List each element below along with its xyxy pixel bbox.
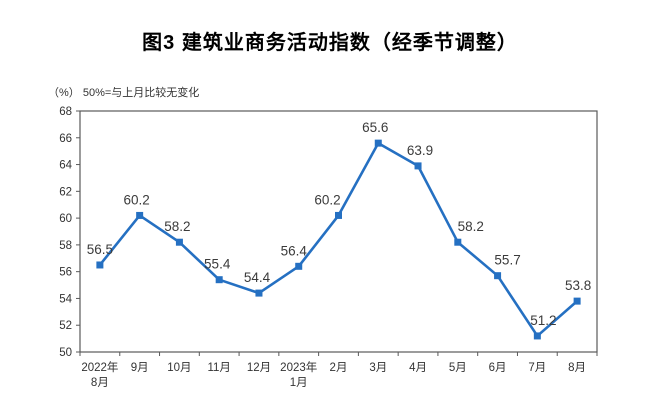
y-axis-label: 56 xyxy=(59,267,72,279)
y-axis-label: 68 xyxy=(59,106,72,118)
data-point-label: 53.8 xyxy=(565,278,591,293)
data-point-label: 54.4 xyxy=(244,270,271,285)
x-axis-label: 3月 xyxy=(369,362,387,374)
data-point-marker xyxy=(414,162,422,170)
x-axis-label: 10月 xyxy=(167,362,191,374)
x-axis-label: 1月 xyxy=(290,377,308,389)
data-point-marker xyxy=(255,289,263,297)
y-axis-label: 62 xyxy=(59,186,72,198)
x-axis-label: 2月 xyxy=(330,362,348,374)
data-point-label: 60.2 xyxy=(124,192,150,207)
plot-frame xyxy=(79,110,598,353)
data-point-marker xyxy=(295,262,303,270)
x-axis-label: 8月 xyxy=(568,362,586,374)
data-point-marker xyxy=(175,238,183,246)
y-axis-label: 54 xyxy=(59,293,72,305)
data-point-marker xyxy=(494,272,502,280)
series-line xyxy=(98,141,579,338)
data-point-label: 51.2 xyxy=(530,313,556,328)
data-point-marker xyxy=(215,276,223,284)
data-point-marker xyxy=(573,297,581,305)
data-point-label: 55.7 xyxy=(494,253,520,268)
data-point-marker xyxy=(454,238,462,246)
data-point-label: 55.4 xyxy=(204,257,231,272)
x-axis-label: 7月 xyxy=(528,362,546,374)
data-point-label: 60.2 xyxy=(314,192,340,207)
data-point-marker xyxy=(96,261,104,269)
y-axis-label: 58 xyxy=(59,240,72,252)
x-axis-label: 2022年 xyxy=(81,360,118,374)
data-point-marker xyxy=(533,332,541,340)
data-point-label: 56.4 xyxy=(281,243,308,258)
data-point-label: 65.6 xyxy=(362,120,388,135)
y-axis-unit-note: （%） 50%=与上月比较无变化 xyxy=(48,87,200,99)
x-axis-label: 2023年 xyxy=(280,360,317,374)
x-axis-label: 11月 xyxy=(207,362,230,374)
x-axis-label: 4月 xyxy=(409,362,427,374)
x-axis-label: 8月 xyxy=(91,377,109,389)
y-axis-label: 50 xyxy=(59,347,72,359)
x-axis-label: 9月 xyxy=(131,362,149,374)
data-point-label: 63.9 xyxy=(407,143,433,158)
data-point-marker xyxy=(374,139,382,147)
data-point-marker xyxy=(136,211,144,219)
y-axis-label: 64 xyxy=(59,160,72,172)
data-point-marker xyxy=(335,211,342,219)
x-axis-label: 6月 xyxy=(489,362,507,374)
y-axis-label: 66 xyxy=(59,133,72,145)
data-point-label: 58.2 xyxy=(458,219,484,234)
data-point-label: 56.5 xyxy=(87,242,113,257)
chart-title: 图3 建筑业商务活动指数（经季节调整） xyxy=(142,32,518,54)
y-axis-label: 52 xyxy=(59,320,72,332)
x-axis-label: 12月 xyxy=(247,362,271,374)
data-point-label: 58.2 xyxy=(164,219,190,234)
y-axis-label: 60 xyxy=(59,213,72,225)
x-axis-label: 5月 xyxy=(449,362,467,374)
